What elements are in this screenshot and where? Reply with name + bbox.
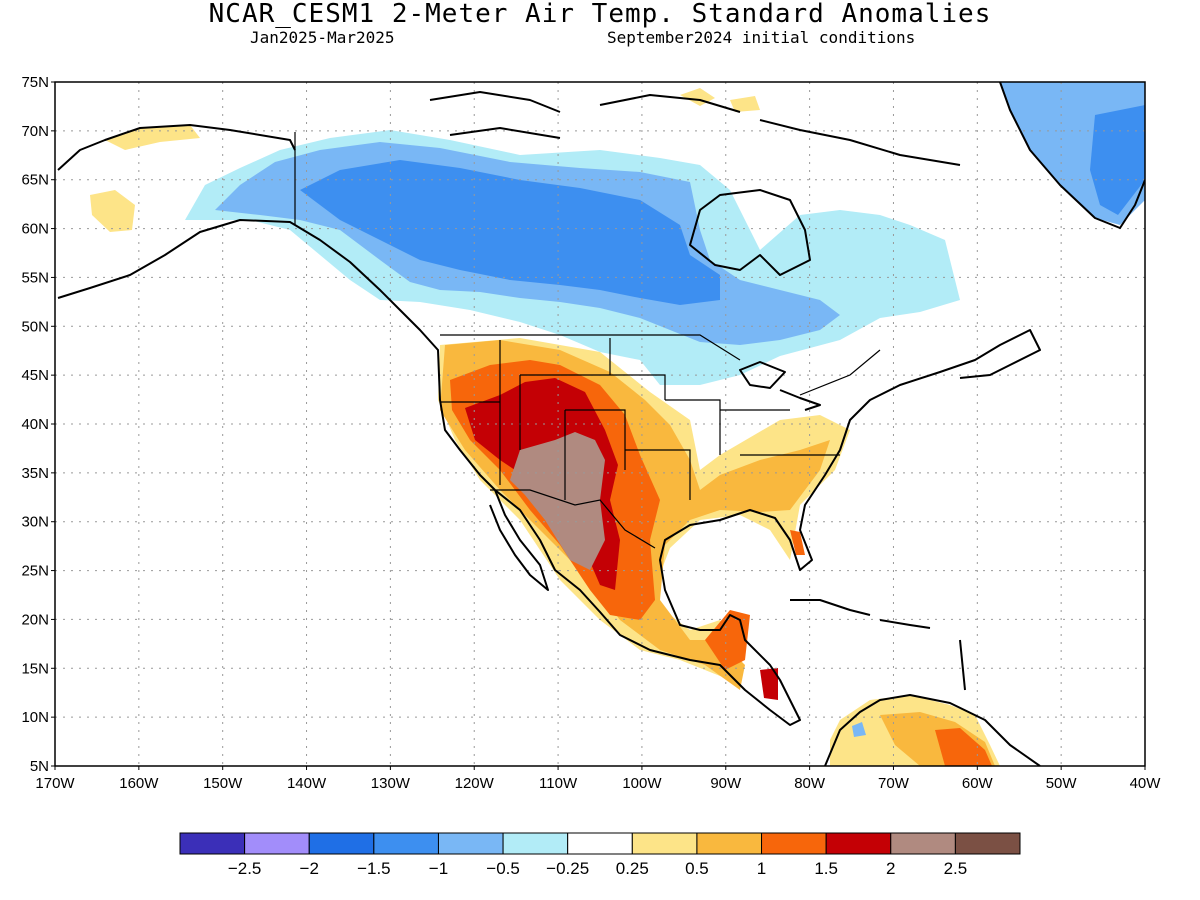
canada-anomaly-core [300,160,720,305]
colorbar-swatch [244,832,310,855]
colorbar-label: −2.5 [228,859,262,878]
latitude-label: 75N [21,74,49,91]
greenland-anomaly-core [1090,105,1145,215]
greenland-coastline [999,82,1145,229]
south-america-coastline [824,694,1041,766]
colorbar-label: 0.25 [616,859,649,878]
longitude-label: 80W [794,775,826,792]
alaska-anomaly [105,125,200,150]
graticule [55,82,1145,766]
colorbar-swatch [502,832,569,855]
colorbar-swatch [567,832,633,855]
colorbar-swatch [373,832,439,855]
hudson-bay-coastline [689,189,811,276]
latitude-label: 30N [21,514,49,531]
anomaly-shading [90,82,1145,766]
longitude-label: 50W [1046,775,1078,792]
southwest-anomaly-max [510,432,605,570]
colorbar-swatch [179,832,246,855]
colorbar-swatch [631,832,698,855]
latitude-label: 65N [21,172,49,189]
latitude-label: 45N [21,367,49,384]
colorbar-swatch [696,832,763,855]
latitude-label: 10N [21,709,49,726]
longitude-label: 160W [119,775,159,792]
central-america-anomaly [705,610,750,670]
colorbar-label: −1.5 [357,859,391,878]
longitude-label: 90W [710,775,742,792]
great-lakes [739,361,821,411]
longitude-label: 170W [35,775,75,792]
north-america-coastline [57,219,1041,726]
us-canada-border [440,334,881,396]
longitude-label: 140W [287,775,327,792]
colorbar-swatch [308,832,375,855]
alaska-anomaly-west [90,190,135,232]
colorbar-label: 2.5 [944,859,968,878]
longitude-label: 70W [878,775,910,792]
colorbar-label: 2 [886,859,895,878]
latitude-label: 35N [21,465,49,482]
colorbar-label: 1.5 [814,859,838,878]
longitude-label: 60W [962,775,994,792]
coastlines [57,82,1145,766]
arctic-islands [429,91,961,166]
map-title: NCAR_CESM1 2-Meter Air Temp. Standard An… [208,0,992,29]
south-america-anomaly-core [935,728,992,766]
colorbar: −2.5 −2 −1.5 −1 −0.5 −0.25 0.25 0.5 1 1.5 2 2.5 [179,832,1021,878]
colorbar-swatch [890,832,956,855]
longitude-label: 130W [371,775,411,792]
colorbar-swatch [437,832,504,855]
colorbar-swatch [761,832,827,855]
latitude-labels: 75N 70N 65N 60N 55N 50N 45N 40N 35N 30N 25N 20N 15N 1… [21,74,55,775]
longitude-label: 120W [455,775,495,792]
latitude-label: 25N [21,563,49,580]
alaska-coastline [57,124,296,171]
colombia-anomaly [852,722,866,737]
colorbar-label: −0.25 [546,859,589,878]
forecast-period: Jan2025-Mar2025 [250,28,395,47]
latitude-label: 15N [21,660,49,677]
longitude-labels: 170W 160W 150W 140W 130W 120W 110W 100W 90W 80W 70… [35,766,1161,792]
baja-coastline [489,489,549,591]
caribbean-islands [790,599,966,691]
longitude-label: 40W [1130,775,1162,792]
latitude-label: 60N [21,221,49,238]
longitude-label: 150W [203,775,243,792]
us-mexico-border [490,489,656,549]
colorbar-label: 0.5 [685,859,709,878]
colorbar-label: −1 [429,859,448,878]
nicaragua-anomaly [760,668,778,700]
colorbar-swatch [954,832,1021,855]
latitude-label: 40N [21,416,49,433]
colorbar-label: 1 [757,859,766,878]
colorbar-label: −0.5 [486,859,520,878]
colorbar-label: −2 [300,859,319,878]
latitude-label: 5N [30,758,49,775]
initial-conditions: September2024 initial conditions [607,28,916,47]
colorbar-swatch [825,832,892,855]
latitude-label: 20N [21,611,49,628]
latitude-label: 70N [21,123,49,140]
longitude-label: 110W [539,775,578,792]
arctic-anomaly-2 [730,96,760,112]
latitude-label: 50N [21,318,49,335]
us-state-lines [440,338,840,500]
longitude-label: 100W [622,775,662,792]
florida-anomaly [790,530,805,555]
political-boundaries [294,132,881,549]
latitude-label: 55N [21,269,49,286]
